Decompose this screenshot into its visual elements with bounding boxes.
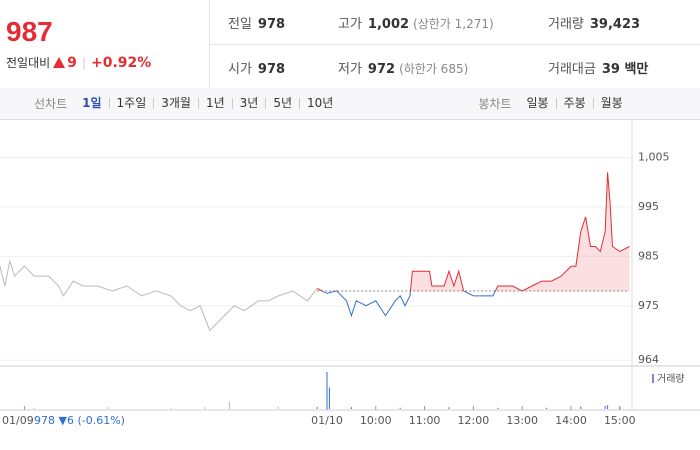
x-tick-label: 13:00 <box>506 414 538 427</box>
volume-bar <box>228 401 230 409</box>
stat-value: 972 <box>367 61 396 77</box>
stat: 전일 978 <box>228 13 285 32</box>
stat: 거래대금 39 백만 <box>548 58 648 77</box>
y-tick-label: 995 <box>638 200 659 213</box>
price: 987 <box>6 16 53 47</box>
price-line-up <box>316 172 630 291</box>
period-tab[interactable]: 3년 <box>231 97 266 109</box>
period-tab[interactable]: 1일 <box>82 96 102 110</box>
legend-swatch <box>652 374 654 383</box>
stat-note: (상한가 1,271) <box>413 16 494 31</box>
tab-group-label: 선차트 <box>34 97 68 111</box>
volume-bar <box>607 405 609 409</box>
volume-bar <box>170 407 172 409</box>
stats: 전일 978 고가 1,002 (상한가 1,271) 거래량 39,423 시가 978 저가 9… <box>210 0 700 88</box>
candle-tab[interactable]: 주봉 <box>555 97 593 109</box>
x-tick-label: 01/10 <box>311 414 343 427</box>
price-area <box>317 172 630 291</box>
stat: 저가 972 (하한가 685) <box>338 58 468 77</box>
volume-bar <box>399 407 401 409</box>
x-tick-label: 11:00 <box>409 414 441 427</box>
volume-bar <box>604 405 606 409</box>
change-value: 9 <box>67 54 77 71</box>
volume-bar <box>277 406 279 409</box>
stat: 거래량 39,423 <box>548 13 640 32</box>
price-line-down <box>320 290 524 318</box>
period-tab[interactable]: 5년 <box>265 97 299 109</box>
volume-bar <box>316 407 318 409</box>
stat-note: (하한가 685) <box>399 61 469 76</box>
y-tick-label: 1,005 <box>638 151 670 164</box>
chart: 1,005 995 985 975 964 01/09 01/10 10:00 11:00 12:… <box>0 120 700 427</box>
x-tick-label: 10:00 <box>360 414 392 427</box>
period-tab[interactable]: 1주일 <box>108 97 154 109</box>
stat-value: 39 백만 <box>601 61 649 77</box>
period-tab[interactable]: 1년 <box>197 97 232 109</box>
period-tab[interactable]: 3개월 <box>153 97 198 109</box>
volume-bar <box>497 407 499 409</box>
stat: 고가 1,002 (상한가 1,271) <box>338 13 494 32</box>
stat-label: 고가 <box>338 16 362 32</box>
stat-label: 전일 <box>228 16 252 32</box>
tab-group-label: 봉차트 <box>478 97 512 111</box>
x-tick-label: 15:00 <box>604 414 636 427</box>
stat: 시가 978 <box>228 58 285 77</box>
quote-header: 987 전일대비 9 | +0.92% 전일 978 고가 1,002 (상한가 1,271)… <box>0 0 700 89</box>
price-box: 987 전일대비 9 | +0.92% <box>0 0 210 88</box>
period-tab[interactable]: 10년 <box>299 97 340 109</box>
y-tick-label: 985 <box>638 249 659 262</box>
stat-row: 전일 978 고가 1,002 (상한가 1,271) 거래량 39,423 <box>210 0 700 44</box>
volume-bar <box>328 387 330 409</box>
y-tick-label: 975 <box>638 299 659 312</box>
stat-value: 1,002 <box>367 16 410 32</box>
stat-label: 거래량 <box>548 16 584 32</box>
stat-label: 시가 <box>228 61 252 77</box>
volume-bar <box>546 407 548 409</box>
stat-label: 거래대금 <box>548 61 596 77</box>
change-label: 전일대비 <box>6 56 51 70</box>
volume-bar <box>106 407 108 409</box>
volume-bar <box>350 407 352 409</box>
price-line <box>0 259 318 332</box>
stat-value: 39,423 <box>589 16 641 32</box>
stat-value: 978 <box>257 61 286 77</box>
y-tick-label: 964 <box>638 353 659 366</box>
volume-bar <box>326 372 328 409</box>
x-tick-label: 14:00 <box>555 414 587 427</box>
tab-bar: 선차트 1일 1주일 3개월 1년 3년 5년 10년 봉차트 일봉 주봉 월봉 <box>0 88 700 120</box>
volume-bar <box>448 407 450 409</box>
x-tick-label: 12:00 <box>458 414 490 427</box>
up-icon <box>53 57 66 68</box>
change-rate: +0.92% <box>90 54 152 71</box>
stat-label: 저가 <box>338 61 362 77</box>
change: 전일대비 9 | +0.92% <box>6 54 151 71</box>
x-tick-label: 01/09 <box>2 414 34 427</box>
stat-value: 978 <box>257 16 286 32</box>
legend-label: 거래량 <box>657 373 685 385</box>
volume-bar <box>619 407 621 409</box>
volume-bar <box>580 406 582 409</box>
prev-day-note: 978 ▼6 (-0.61%) <box>34 414 125 427</box>
stat-row: 시가 978 저가 972 (하한가 685) 거래대금 39 백만 <box>210 44 700 89</box>
candle-tab[interactable]: 월봉 <box>592 97 630 109</box>
divider: | <box>81 55 86 70</box>
volume-bar <box>204 407 206 409</box>
volume-bar <box>33 407 35 409</box>
candle-tab[interactable]: 일봉 <box>526 96 549 110</box>
